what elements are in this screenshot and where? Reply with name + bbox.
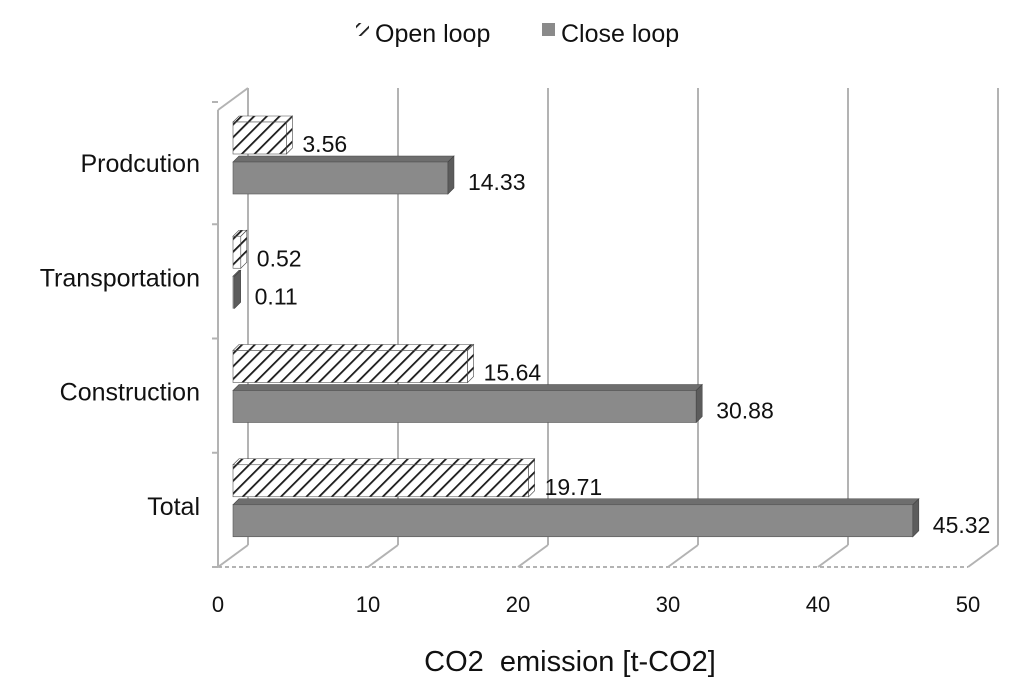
bar-close-loop-prodcution: [232, 155, 455, 195]
bar-close-loop-construction-side: [695, 383, 703, 424]
bar-open-loop-construction-top: [232, 344, 475, 351]
data-label-open-loop-construction: 15.64: [484, 360, 542, 386]
bar-close-loop-construction-front: [232, 390, 697, 423]
bar-close-loop-transportation: [232, 269, 242, 309]
bar-open-loop-transportation-front: [232, 235, 242, 269]
axes: 0 10 20 30 40 50 Prodcution Transportation Const…: [40, 101, 980, 617]
x-tick-label-10: 10: [356, 592, 380, 617]
x-tick-label-20: 20: [506, 592, 530, 617]
data-label-close-loop-transportation: 0.11: [255, 283, 298, 309]
bars: [232, 115, 920, 538]
data-label-open-loop-transportation: 0.52: [257, 245, 302, 271]
x-tick-label-30: 30: [656, 592, 680, 617]
bar-close-loop-total-front: [232, 504, 914, 538]
bar-open-loop-total-front: [232, 464, 529, 498]
bar-open-loop-construction-side: [467, 343, 474, 384]
x-tick-label-40: 40: [806, 592, 830, 617]
legend: Open loop Close loop: [356, 20, 679, 48]
x-axis-title: CO2 emission [t-CO2]: [424, 646, 716, 678]
bar-open-loop-transportation: [232, 229, 248, 269]
bar-close-loop-construction: [232, 383, 703, 424]
floor-gridline-0: [217, 544, 249, 568]
floor-gridline-30: [667, 544, 699, 568]
y-tick-label-construction: Construction: [60, 379, 200, 407]
bar-open-loop-construction-front: [232, 350, 468, 383]
floor-gridline-50: [967, 544, 999, 568]
y-tick-label-prodcution: Prodcution: [80, 150, 200, 178]
legend-swatch-close-loop: [542, 23, 555, 36]
data-labels: 3.56 14.33 0.52 0.11 15.64 30.88 19.71 45.32: [255, 131, 991, 538]
bar-open-loop-total-side: [528, 458, 535, 498]
y-tick-label-transportation: Transportation: [40, 264, 200, 292]
legend-label-close-loop: Close loop: [561, 20, 679, 48]
x-tick-label-0: 0: [212, 592, 224, 617]
data-label-close-loop-total: 45.32: [933, 512, 991, 538]
bar-close-loop-total: [232, 498, 920, 538]
floor-gridline-40: [817, 544, 849, 568]
data-label-open-loop-total: 19.71: [545, 474, 603, 500]
bar-close-loop-construction-top: [232, 384, 703, 391]
bar-open-loop-construction: [232, 343, 475, 384]
y-tick-label-total: Total: [147, 493, 200, 521]
bar-close-loop-prodcution-side: [447, 155, 455, 195]
legend-label-open-loop: Open loop: [375, 20, 490, 48]
legend-swatch-open-loop: [356, 23, 369, 36]
bar-close-loop-prodcution-front: [232, 161, 449, 195]
bar-open-loop-total-top: [232, 458, 536, 466]
bar-close-loop-transportation-side: [234, 269, 241, 309]
y-axis-wall-top: [217, 87, 249, 111]
data-label-open-loop-prodcution: 3.56: [302, 131, 347, 157]
x-tick-label-50: 50: [956, 592, 980, 617]
bar-open-loop-transportation-side: [240, 229, 248, 269]
bar-open-loop-total: [232, 458, 536, 498]
floor-gridline-10: [367, 544, 399, 568]
data-label-close-loop-construction: 30.88: [716, 398, 774, 424]
bar-open-loop-prodcution: [232, 115, 294, 155]
bar-open-loop-prodcution-side: [286, 115, 293, 155]
floor-gridline-20: [517, 544, 549, 568]
bar-open-loop-prodcution-top: [232, 115, 294, 123]
bar-close-loop-total-side: [912, 498, 920, 538]
data-label-close-loop-prodcution: 14.33: [468, 169, 526, 195]
bar-open-loop-prodcution-front: [232, 121, 287, 155]
